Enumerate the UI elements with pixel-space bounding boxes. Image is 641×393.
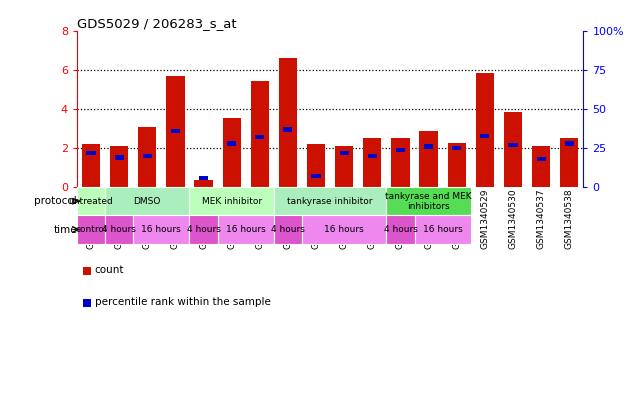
Bar — [171, 129, 180, 133]
Bar — [396, 148, 405, 152]
Bar — [82, 144, 100, 187]
Bar — [312, 174, 320, 178]
Text: 4 hours: 4 hours — [102, 225, 136, 234]
Text: tankyrase and MEK
inhibitors: tankyrase and MEK inhibitors — [385, 191, 472, 211]
Bar — [452, 146, 462, 150]
Bar — [340, 151, 349, 155]
Bar — [391, 138, 410, 187]
Bar — [274, 187, 387, 215]
Bar — [190, 215, 217, 244]
Bar — [115, 155, 124, 160]
Bar — [504, 112, 522, 187]
Text: protocol: protocol — [34, 196, 77, 206]
Bar — [105, 215, 133, 244]
Text: GDS5029 / 206283_s_at: GDS5029 / 206283_s_at — [77, 17, 237, 30]
Bar — [251, 81, 269, 187]
Bar — [565, 141, 574, 146]
Bar — [166, 76, 185, 187]
Bar — [110, 146, 128, 187]
Bar — [105, 187, 190, 215]
Bar — [77, 187, 105, 215]
Bar — [368, 154, 377, 158]
Bar — [133, 215, 190, 244]
Text: 16 hours: 16 hours — [142, 225, 181, 234]
Text: tankyrase inhibitor: tankyrase inhibitor — [287, 197, 373, 206]
Bar — [476, 73, 494, 187]
Bar — [255, 135, 264, 140]
Bar — [447, 143, 466, 187]
Bar — [283, 127, 292, 132]
Bar — [508, 143, 517, 147]
Text: MEK inhibitor: MEK inhibitor — [201, 197, 262, 206]
Bar — [387, 187, 470, 215]
Bar — [335, 146, 353, 187]
Bar — [87, 151, 96, 155]
Text: 4 hours: 4 hours — [271, 225, 305, 234]
Bar — [138, 127, 156, 187]
Bar — [279, 58, 297, 187]
Text: DMSO: DMSO — [133, 197, 161, 206]
Bar — [363, 138, 381, 187]
Bar — [217, 215, 274, 244]
Bar — [227, 141, 237, 146]
Bar — [424, 145, 433, 149]
Bar — [190, 187, 274, 215]
Bar — [532, 146, 550, 187]
Text: time: time — [53, 224, 77, 235]
Bar — [143, 154, 152, 158]
Text: 4 hours: 4 hours — [187, 225, 221, 234]
Bar — [480, 134, 490, 138]
Text: 16 hours: 16 hours — [324, 225, 364, 234]
Bar — [77, 215, 105, 244]
Bar — [274, 215, 302, 244]
Bar — [194, 180, 213, 187]
Text: 16 hours: 16 hours — [226, 225, 265, 234]
Bar — [537, 157, 545, 161]
Text: untreated: untreated — [69, 197, 113, 206]
Bar — [302, 215, 387, 244]
Bar — [222, 118, 241, 187]
Bar — [199, 176, 208, 180]
Text: percentile rank within the sample: percentile rank within the sample — [95, 297, 271, 307]
Bar — [415, 215, 470, 244]
Bar — [560, 138, 578, 187]
Bar — [387, 215, 415, 244]
Text: count: count — [95, 265, 124, 275]
Bar — [419, 130, 438, 187]
Text: 4 hours: 4 hours — [383, 225, 417, 234]
Bar — [307, 144, 325, 187]
Text: control: control — [75, 225, 107, 234]
Text: 16 hours: 16 hours — [423, 225, 463, 234]
